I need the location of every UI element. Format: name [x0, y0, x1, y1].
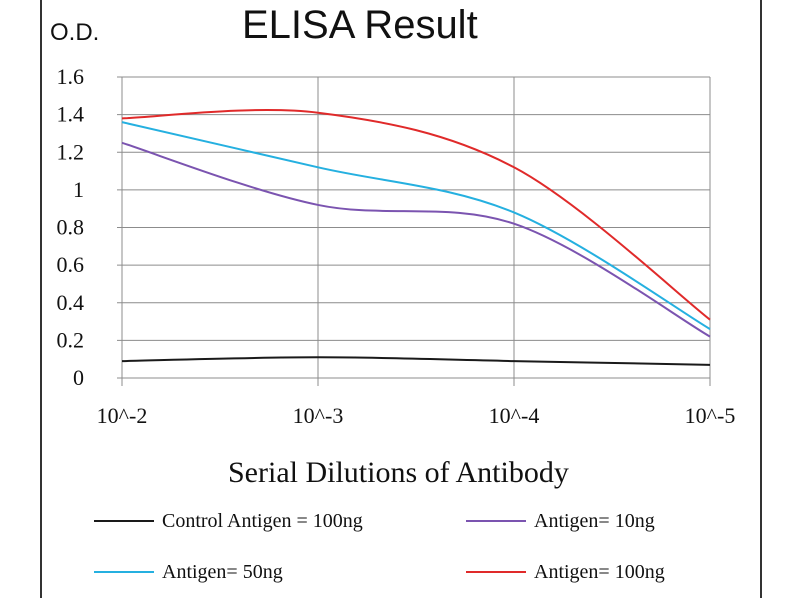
- x-axis-label: Serial Dilutions of Antibody: [228, 456, 569, 489]
- series-lines: [121, 109, 711, 366]
- x-tick-label: 10^-5: [685, 403, 736, 428]
- y-tick-labels: 0 0.2 0.4 0.6 0.8 1 1.2 1.4 1.6: [57, 64, 85, 390]
- x-tick-labels: 10^-2 10^-3 10^-4 10^-5: [97, 403, 736, 428]
- series-line-antigen-10ng: [121, 141, 711, 338]
- y-tick-label: 1: [73, 177, 84, 202]
- x-tick-label: 10^-3: [293, 403, 344, 428]
- chart-frame: ELISA Result O.D. 0 0.2 0.4 0.6 0.8 1 1.2 1.4 1.…: [40, 0, 762, 598]
- series-line-antigen-100ng: [121, 109, 711, 321]
- y-tick-label: 0.6: [57, 252, 85, 277]
- legend: Control Antigen = 100ng Antigen= 10ng Anti…: [94, 510, 665, 583]
- legend-label-antigen-50ng: Antigen= 50ng: [162, 561, 283, 583]
- y-tick-label: 0.8: [57, 215, 85, 240]
- chart-title: ELISA Result: [242, 3, 478, 47]
- y-tick-label: 1.4: [57, 102, 85, 127]
- x-tick-label: 10^-4: [489, 403, 540, 428]
- y-tick-label: 0.2: [57, 327, 85, 352]
- elisa-line-chart: ELISA Result O.D. 0 0.2 0.4 0.6 0.8 1 1.2 1.4 1.…: [50, 3, 736, 583]
- y-tick-label: 1.6: [57, 64, 85, 89]
- y-tick-label: 0: [73, 365, 84, 390]
- legend-label-antigen-100ng: Antigen= 100ng: [534, 561, 665, 583]
- axes: [117, 76, 711, 386]
- series-line-antigen-50ng: [121, 121, 711, 330]
- grid-lines: [122, 76, 711, 378]
- y-axis-unit-label: O.D.: [50, 19, 99, 46]
- legend-label-control-antigen-100ng: Control Antigen = 100ng: [162, 510, 363, 532]
- y-tick-label: 0.4: [57, 290, 85, 315]
- x-tick-label: 10^-2: [97, 403, 148, 428]
- y-tick-label: 1.2: [57, 139, 85, 164]
- legend-label-antigen-10ng: Antigen= 10ng: [534, 510, 655, 532]
- series-line-control-antigen-100ng: [121, 356, 711, 366]
